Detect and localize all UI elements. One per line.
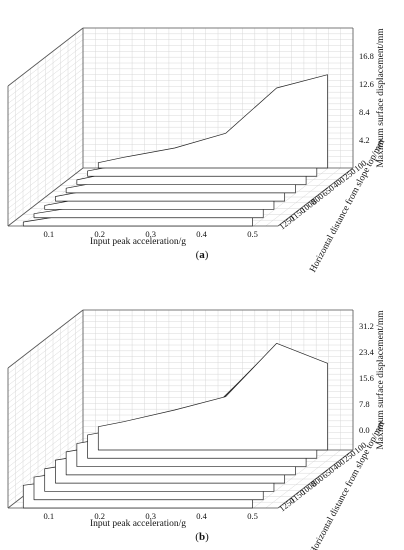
frame-edge: [7, 27, 84, 87]
x-axis-title: Input peak acceleration/g: [90, 519, 186, 529]
x-axis-title: Input peak acceleration/g: [90, 237, 186, 247]
z-tick-label: 7.8: [359, 399, 370, 409]
z-axis-title: Maximum surface displacement/mm: [375, 310, 386, 450]
x-tick-labels: 0.1 0.2 0.3 0.4 0.5: [43, 511, 257, 521]
series-group: [22, 342, 328, 509]
frame-edge: [277, 449, 354, 509]
x-tick-labels: 0.1 0.2 0.3 0.4 0.5: [43, 229, 257, 239]
z-tick-label: 4.2: [359, 135, 370, 145]
z-tick-label: 16.8: [359, 51, 374, 61]
x-tick-label: 0.4: [196, 229, 207, 239]
frame-edge: [7, 309, 84, 369]
z-tick-label: 0.0: [359, 425, 370, 435]
series-line-100: [97, 342, 328, 451]
x-tick-label: 0.1: [43, 229, 54, 239]
z-tick-label: 31.2: [359, 321, 374, 331]
x-tick-label: 0.3: [145, 511, 156, 521]
z-tick-label: 23.4: [359, 347, 375, 357]
frame-edge: [7, 167, 84, 227]
z-tick-label: 15.6: [359, 373, 374, 383]
frame-edge: [277, 167, 354, 227]
x-tick-label: 0.4: [196, 511, 207, 521]
series-line-100: [97, 74, 328, 169]
panel-caption: (a): [196, 249, 209, 261]
x-tick-label: 0.1: [43, 511, 54, 521]
z-tick-labels: 4.2 8.4 12.6 16.8: [359, 51, 374, 145]
x-tick-label: 0.2: [94, 229, 105, 239]
chart-panel-a: 0.1 0.2 0.3 0.4 0.5 Input peak acceleration/g…: [7, 27, 387, 274]
x-tick-label: 0.5: [247, 511, 258, 521]
x-tick-label: 0.2: [94, 511, 105, 521]
x-tick-label: 0.5: [247, 229, 258, 239]
series-group: [22, 74, 328, 227]
z-tick-labels: 0.0 7.8 15.6 23.4 31.2: [359, 321, 375, 435]
z-tick-label: 12.6: [359, 79, 374, 89]
panel-caption: (b): [195, 531, 209, 543]
z-tick-label: 8.4: [359, 107, 370, 117]
z-axis-title: Maximum surface displacement/mm: [375, 28, 386, 168]
chart-panel-b: 0.1 0.2 0.3 0.4 0.5 Input peak acceleration/g…: [7, 309, 387, 550]
x-tick-label: 0.3: [145, 229, 156, 239]
